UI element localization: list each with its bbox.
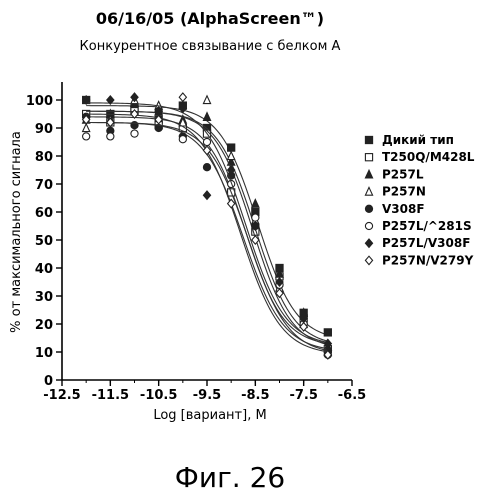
chart-title: 06/16/05 (AlphaScreen™) (96, 9, 324, 28)
y-tick-label: 10 (35, 346, 53, 361)
x-ticks: -12.5 -11.5 -10.5 -9.5 -8.5 -7.5 -6.5 (43, 380, 366, 403)
x-tick-label: -9.5 (193, 388, 221, 403)
legend-marker (365, 154, 372, 161)
legend-marker (365, 170, 372, 178)
x-tick-label: -6.5 (338, 388, 366, 403)
y-tick-label: 30 (35, 290, 53, 305)
legend-label: T250Q/M428L (382, 150, 475, 164)
legend-label: P257N (382, 185, 426, 199)
plot-area (83, 93, 332, 359)
fit-curve (86, 122, 328, 348)
y-axis-label: % от максимального сигнала (9, 131, 24, 333)
legend-label: P257L (382, 167, 424, 181)
legend-marker (365, 239, 372, 247)
data-point (203, 164, 210, 171)
legend-marker (365, 136, 372, 143)
legend-label: P257L/V308F (382, 236, 470, 250)
legend-marker (365, 205, 372, 212)
legend: Дикий тип T250Q/M428L P257L P257N V308F P257L… (365, 133, 474, 267)
y-tick-label: 40 (35, 262, 53, 277)
x-tick-label: -11.5 (92, 388, 129, 403)
y-tick-label: 50 (35, 234, 53, 249)
data-point (203, 191, 210, 199)
data-point (83, 124, 90, 132)
data-point (179, 93, 186, 101)
data-point (252, 214, 259, 221)
legend-label: V308F (382, 202, 425, 216)
legend-marker (365, 222, 372, 229)
legend-label: Дикий тип (382, 133, 454, 147)
y-tick-label: 20 (35, 318, 53, 333)
legend-label: P257N/V279Y (382, 253, 474, 267)
x-tick-label: -12.5 (43, 388, 80, 403)
y-ticks: 0 10 20 30 40 50 60 70 80 90 100 (26, 94, 62, 389)
data-point (179, 136, 186, 143)
figure-caption: Фиг. 26 (175, 461, 285, 494)
data-point (131, 130, 138, 137)
y-tick-label: 0 (44, 374, 53, 389)
data-point (203, 138, 210, 145)
x-axis-label: Log [вариант], M (153, 408, 266, 423)
data-point (228, 152, 235, 160)
data-point (228, 199, 235, 207)
x-tick-label: -10.5 (140, 388, 177, 403)
legend-label: P257L/^281S (382, 219, 472, 233)
y-tick-label: 70 (35, 178, 53, 193)
data-point (203, 113, 210, 121)
y-tick-label: 90 (35, 122, 53, 137)
data-point (324, 329, 331, 336)
chart-subtitle: Конкурентное связывание с белком А (80, 39, 341, 54)
x-tick-label: -7.5 (289, 388, 317, 403)
data-point (203, 96, 210, 104)
legend-marker (365, 187, 372, 195)
y-tick-label: 80 (35, 150, 53, 165)
x-tick-label: -8.5 (241, 388, 269, 403)
data-point (107, 133, 114, 140)
data-point (252, 199, 259, 207)
series-group (83, 108, 332, 359)
data-point (228, 144, 235, 151)
y-tick-label: 60 (35, 206, 53, 221)
data-point (83, 133, 90, 140)
y-tick-label: 100 (26, 94, 53, 109)
legend-marker (365, 256, 372, 264)
